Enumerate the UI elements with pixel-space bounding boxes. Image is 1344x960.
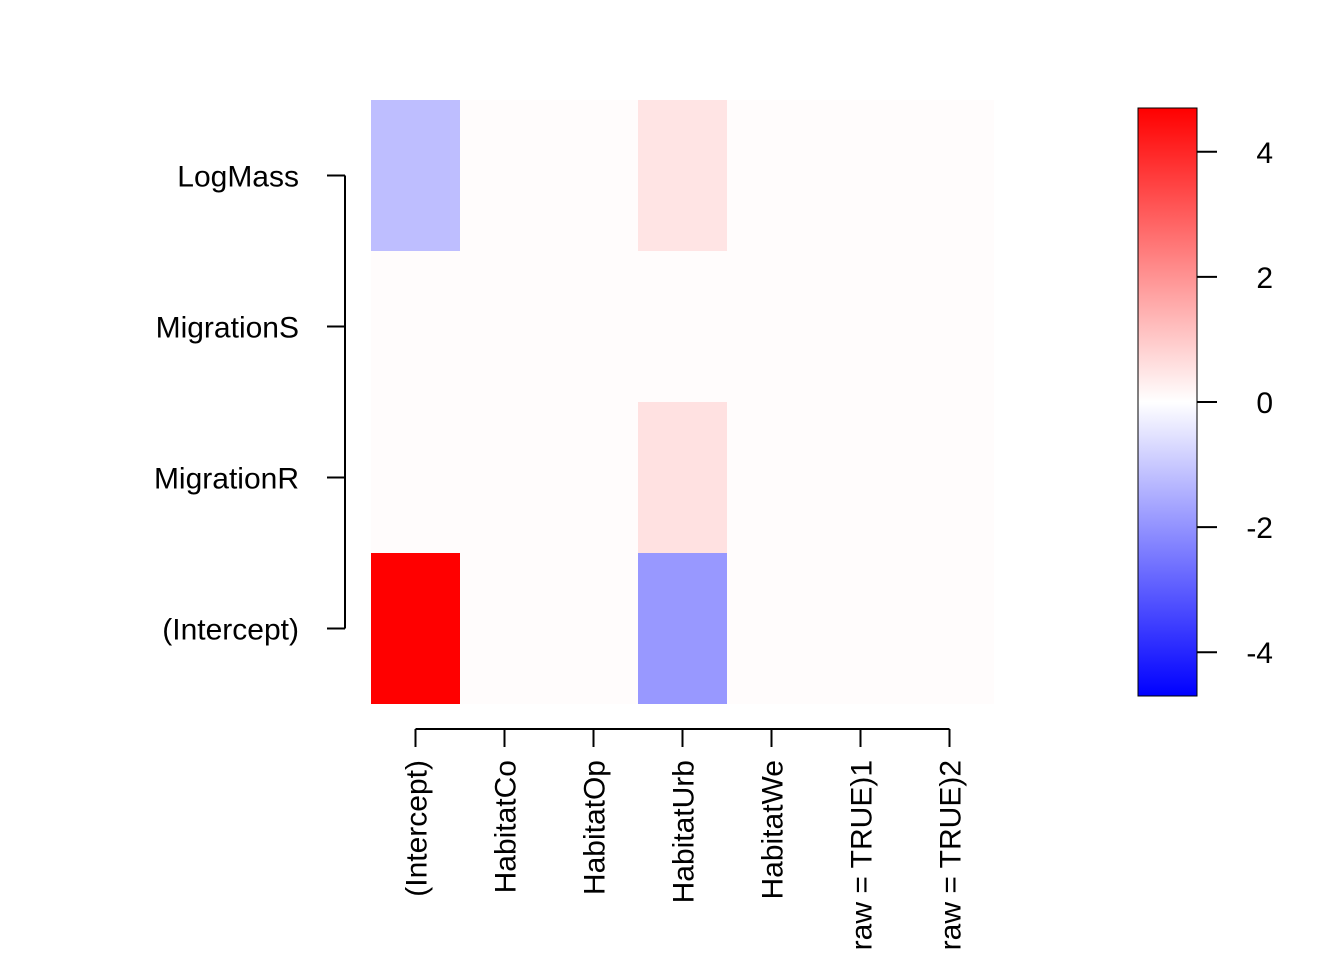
heatmap-cell bbox=[638, 402, 727, 553]
y-tick-label: LogMass bbox=[177, 161, 299, 194]
colorbar-tick-label: -4 bbox=[1246, 637, 1273, 670]
heatmap-cell bbox=[371, 100, 460, 251]
x-tick-label: HabitatCo bbox=[490, 760, 523, 893]
colorbar-gradient bbox=[1137, 107, 1198, 697]
x-tick-label: raw = TRUE)2 bbox=[935, 760, 968, 950]
heatmap-cell bbox=[638, 100, 727, 251]
y-tick-label: (Intercept) bbox=[162, 614, 299, 647]
x-tick-label: raw = TRUE)1 bbox=[846, 760, 879, 950]
y-tick-label: MigrationR bbox=[154, 463, 299, 496]
colorbar-tick-label: 0 bbox=[1256, 387, 1273, 420]
heatmap-cells bbox=[371, 100, 727, 704]
colorbar-ticks: -4 -2 0 2 4 bbox=[1197, 137, 1273, 670]
y-axis: (Intercept) MigrationR MigrationS LogMass bbox=[154, 161, 346, 647]
colorbar-tick-label: -2 bbox=[1246, 512, 1273, 545]
x-tick-label: HabitatOp bbox=[579, 760, 612, 895]
colorbar-tick-label: 4 bbox=[1256, 137, 1273, 170]
colorbar: -4 -2 0 2 4 bbox=[1137, 107, 1273, 697]
heatmap-cell bbox=[638, 553, 727, 704]
colorbar-tick-label: 2 bbox=[1256, 262, 1273, 295]
x-tick-label: (Intercept) bbox=[401, 760, 434, 897]
x-axis: (Intercept) HabitatCo HabitatOp HabitatUrb H… bbox=[401, 728, 968, 950]
x-tick-label: HabitatUrb bbox=[668, 760, 701, 903]
x-tick-label: HabitatWe bbox=[757, 760, 790, 900]
y-tick-label: MigrationS bbox=[156, 312, 299, 345]
heatmap-cell bbox=[371, 553, 460, 704]
